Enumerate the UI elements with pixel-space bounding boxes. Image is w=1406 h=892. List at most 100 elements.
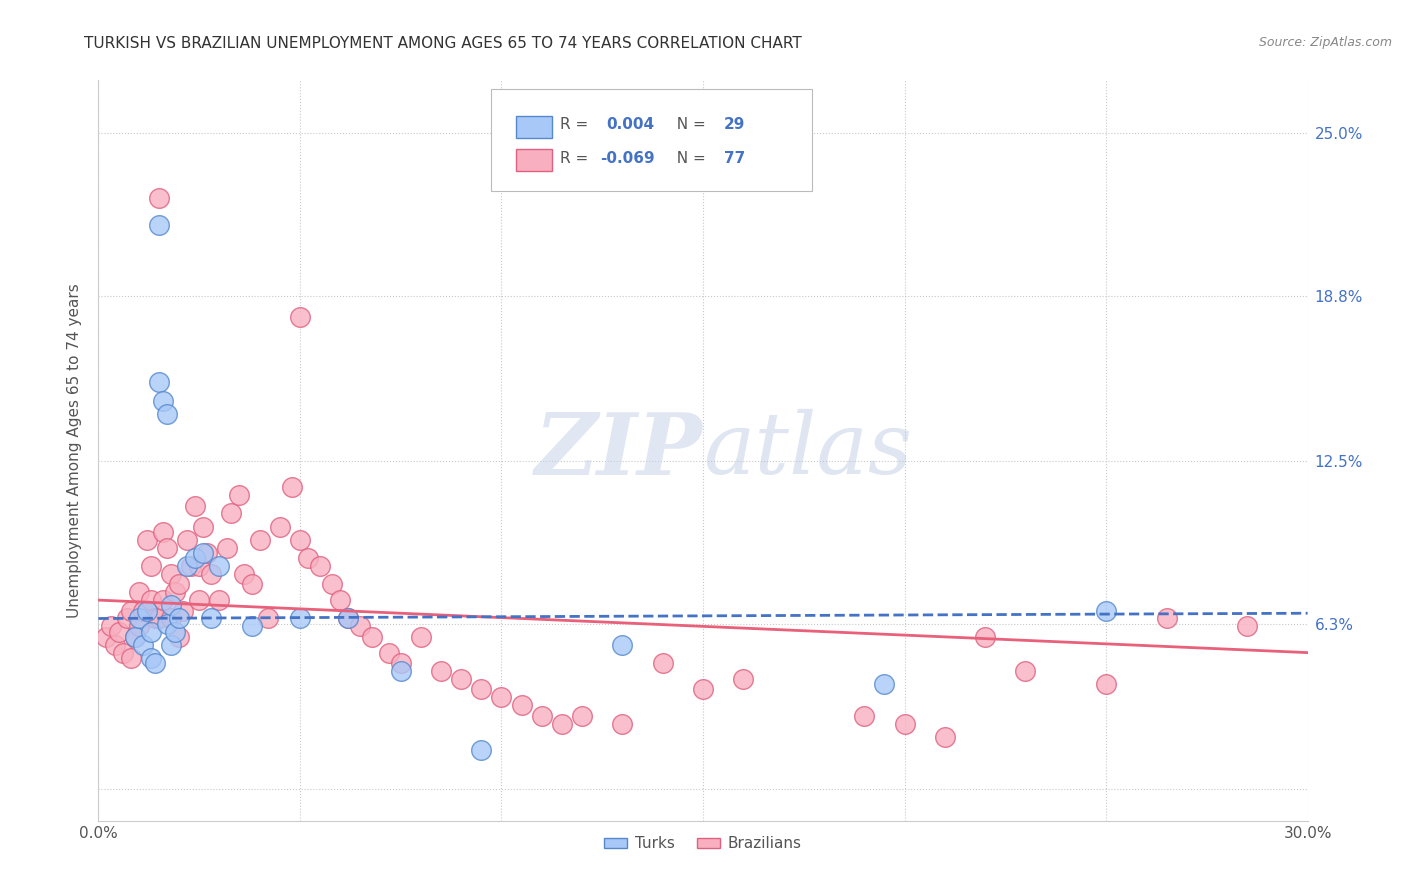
Point <box>152 524 174 539</box>
Point <box>115 611 138 625</box>
Point <box>297 551 319 566</box>
Point <box>974 630 997 644</box>
Point <box>176 533 198 547</box>
Point <box>188 559 211 574</box>
Text: 29: 29 <box>724 117 745 132</box>
Point <box>349 619 371 633</box>
Point <box>651 656 673 670</box>
Point <box>217 541 239 555</box>
Point <box>120 604 142 618</box>
Point <box>124 630 146 644</box>
Point <box>167 630 190 644</box>
Point <box>143 656 166 670</box>
Point <box>530 708 553 723</box>
Point <box>143 611 166 625</box>
Point <box>337 611 360 625</box>
Point <box>1156 611 1178 625</box>
Text: atlas: atlas <box>703 409 912 491</box>
Point <box>103 638 125 652</box>
Text: 0.004: 0.004 <box>606 117 654 132</box>
Text: 77: 77 <box>724 151 745 166</box>
Point <box>148 191 170 205</box>
Point <box>450 672 472 686</box>
Point <box>160 599 183 613</box>
Point <box>1236 619 1258 633</box>
Point <box>163 624 186 639</box>
Point <box>172 604 194 618</box>
Point <box>232 566 254 581</box>
Text: Source: ZipAtlas.com: Source: ZipAtlas.com <box>1258 36 1392 49</box>
Point <box>337 611 360 625</box>
Point <box>200 566 222 581</box>
Point <box>288 533 311 547</box>
Point <box>156 616 179 631</box>
Point <box>163 585 186 599</box>
Text: N =: N = <box>666 151 710 166</box>
Point <box>491 690 513 705</box>
Text: N =: N = <box>666 117 710 132</box>
Y-axis label: Unemployment Among Ages 65 to 74 years: Unemployment Among Ages 65 to 74 years <box>67 283 83 618</box>
Point <box>193 546 215 560</box>
Point <box>551 716 574 731</box>
Point <box>249 533 271 547</box>
Point <box>208 559 231 574</box>
Point <box>139 559 162 574</box>
Point <box>256 611 278 625</box>
Point <box>200 611 222 625</box>
Point <box>188 593 211 607</box>
Point <box>208 593 231 607</box>
Point <box>152 593 174 607</box>
Point <box>510 698 533 712</box>
Point <box>180 559 202 574</box>
Point <box>167 577 190 591</box>
Point <box>152 393 174 408</box>
Point <box>228 488 250 502</box>
Point <box>139 593 162 607</box>
Point <box>934 730 956 744</box>
Legend: Turks, Brazilians: Turks, Brazilians <box>598 830 808 857</box>
Point <box>156 541 179 555</box>
Point <box>240 619 263 633</box>
Point <box>128 585 150 599</box>
Point <box>430 664 453 678</box>
Text: -0.069: -0.069 <box>600 151 655 166</box>
Text: ZIP: ZIP <box>536 409 703 492</box>
Point <box>470 743 492 757</box>
Point <box>184 551 207 566</box>
Point <box>321 577 343 591</box>
Point <box>612 638 634 652</box>
Point <box>361 630 384 644</box>
Point <box>733 672 755 686</box>
Point <box>100 619 122 633</box>
Point <box>288 611 311 625</box>
Point <box>873 677 896 691</box>
FancyBboxPatch shape <box>516 149 551 171</box>
Text: R =: R = <box>561 117 599 132</box>
Point <box>281 480 304 494</box>
FancyBboxPatch shape <box>516 116 551 138</box>
Point <box>176 559 198 574</box>
Point <box>240 577 263 591</box>
FancyBboxPatch shape <box>492 89 811 191</box>
Text: R =: R = <box>561 151 593 166</box>
Point <box>132 604 155 618</box>
Point <box>160 611 183 625</box>
Point <box>1014 664 1036 678</box>
Text: TURKISH VS BRAZILIAN UNEMPLOYMENT AMONG AGES 65 TO 74 YEARS CORRELATION CHART: TURKISH VS BRAZILIAN UNEMPLOYMENT AMONG … <box>84 36 801 51</box>
Point <box>156 407 179 421</box>
Point <box>96 630 118 644</box>
Point <box>167 611 190 625</box>
Point <box>184 499 207 513</box>
Point <box>389 656 412 670</box>
Point <box>571 708 593 723</box>
Point <box>269 519 291 533</box>
Point <box>111 646 134 660</box>
Point <box>409 630 432 644</box>
Point <box>135 533 157 547</box>
Point <box>329 593 352 607</box>
Point <box>160 638 183 652</box>
Point <box>893 716 915 731</box>
Point <box>389 664 412 678</box>
Point <box>120 651 142 665</box>
Point <box>139 624 162 639</box>
